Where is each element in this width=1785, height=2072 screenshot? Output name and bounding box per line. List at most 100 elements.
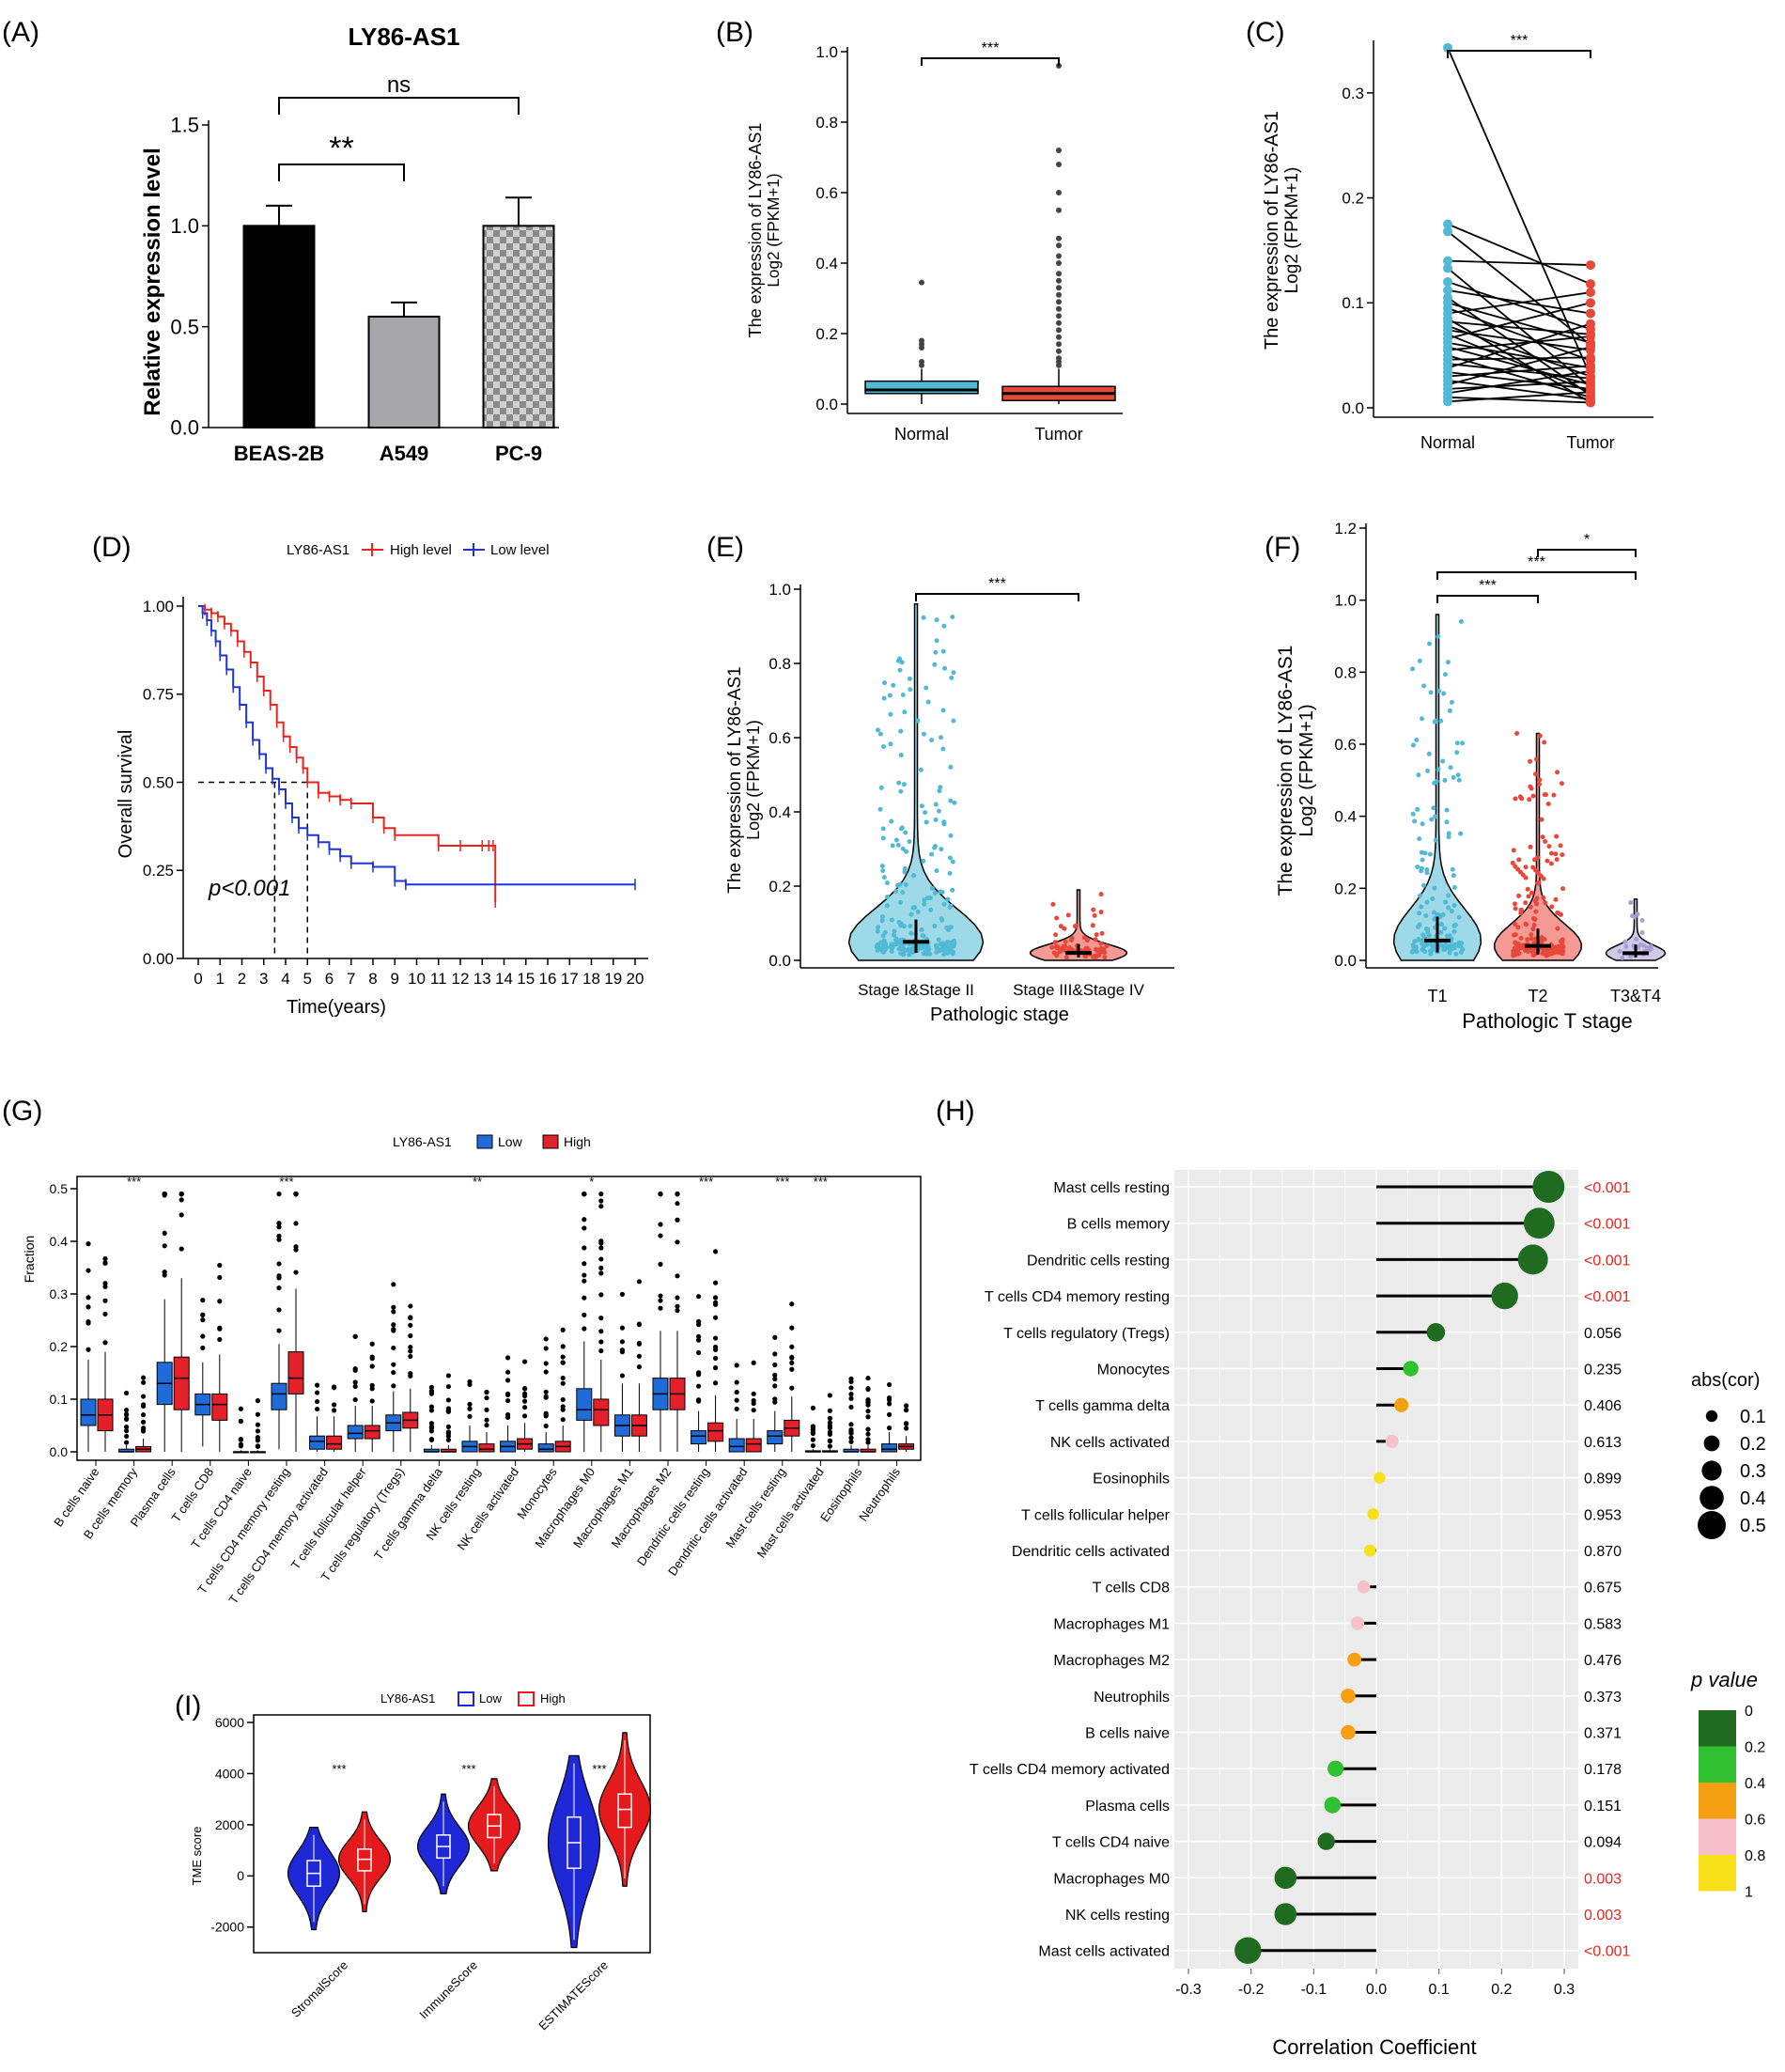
panel-e-point — [941, 623, 947, 629]
panel-g-y-tick-label: 0.0 — [50, 1444, 69, 1459]
panel-g-outlier — [865, 1414, 871, 1420]
panel-h-color-legend-label: 0 — [1745, 1704, 1753, 1720]
panel-h-dot — [1394, 1397, 1409, 1412]
panel-c-y-tick-label: 0.0 — [1342, 399, 1364, 417]
panel-f-point — [1524, 922, 1529, 927]
panel-e-point — [938, 785, 943, 790]
panel-f-point — [1412, 939, 1418, 944]
panel-e-point — [1058, 924, 1063, 929]
panel-i-y-tick-label: 4000 — [215, 1766, 244, 1781]
panel-label-h: (H) — [936, 1096, 975, 1127]
panel-g-outlier — [810, 1429, 816, 1435]
panel-label-d: (D) — [92, 532, 132, 563]
panel-e-point — [933, 649, 939, 655]
panel-h-x-tick-label: 0.1 — [1429, 1982, 1450, 1998]
panel-g-outlier — [217, 1336, 223, 1343]
panel-e-x-tick-label: Stage I&Stage II — [858, 981, 974, 999]
panel-e-point — [1062, 926, 1067, 931]
panel-c-y-tick-label: 0.3 — [1342, 85, 1364, 102]
panel-f-y-tick-label: 1.0 — [1334, 592, 1357, 610]
panel-g-outlier — [293, 1221, 299, 1226]
panel-g-outlier — [848, 1435, 854, 1441]
panel-h-dot — [1327, 1760, 1344, 1777]
panel-g-outlier — [582, 1217, 587, 1223]
panel-f-point — [1527, 797, 1532, 802]
panel-e-point — [934, 868, 939, 874]
panel-e-point — [948, 903, 954, 909]
panel-f-point — [1444, 807, 1450, 813]
panel-d-x-tick-label: 5 — [303, 970, 312, 988]
panel-f-point — [1617, 949, 1622, 955]
panel-g-x-tick-label: T cells follicular helper — [288, 1465, 369, 1572]
panel-f-point — [1410, 811, 1416, 817]
panel-g-outlier — [543, 1423, 549, 1429]
panel-e-point — [939, 916, 944, 922]
panel-g-outlier — [636, 1321, 643, 1327]
panel-g-outlier — [734, 1389, 739, 1395]
panel-f-point — [1511, 848, 1516, 853]
panel-f-point — [1448, 765, 1453, 771]
panel-e-point — [897, 899, 903, 905]
panel-e-point — [889, 917, 894, 923]
panel-e-point — [924, 895, 930, 900]
panel-f-point — [1530, 952, 1536, 958]
panel-g-outlier — [276, 1275, 282, 1281]
panel-g-outlier — [408, 1345, 413, 1350]
panel-h-row-label: NK cells activated — [1050, 1435, 1170, 1451]
panel-h-pvalue: 0.899 — [1584, 1472, 1622, 1488]
panel-b-outlier — [1056, 260, 1062, 266]
panel-h-dot — [1517, 1244, 1548, 1275]
panel-c-pair-line — [1447, 320, 1591, 335]
panel-h-size-legend-label: 0.4 — [1740, 1488, 1766, 1509]
panel-f-point — [1442, 777, 1448, 783]
panel-h-color-legend-label: 0.2 — [1745, 1740, 1765, 1756]
panel-f-violin — [1392, 614, 1482, 961]
panel-a-x-tick-label: A549 — [380, 442, 429, 465]
panel-i-y-tick-label: 0 — [237, 1868, 244, 1883]
panel-g-outlier — [865, 1386, 871, 1393]
panel-h-row-label: Dendritic cells activated — [1012, 1544, 1170, 1560]
panel-label-f: (F) — [1265, 532, 1300, 563]
panel-d-x-tick-label: 17 — [561, 970, 579, 988]
panel-g-outlier — [200, 1312, 206, 1317]
panel-g-box — [728, 1438, 745, 1453]
panel-e-point — [911, 873, 917, 879]
panel-e-point — [1091, 907, 1096, 912]
panel-g-outlier — [865, 1431, 871, 1437]
panel-f-point — [1548, 861, 1554, 866]
panel-g-box — [271, 1382, 287, 1410]
panel-b-box — [864, 380, 979, 395]
panel-c-pair-line — [1447, 291, 1591, 315]
panel-g-outlier — [391, 1282, 396, 1287]
panel-c-x-tick-label: Normal — [1420, 433, 1475, 452]
panel-f-point — [1452, 922, 1458, 927]
panel-e-violin — [847, 603, 985, 961]
panel-g-outlier — [178, 1246, 184, 1252]
panel-g-box — [80, 1398, 97, 1426]
panel-c-pair-line — [1447, 356, 1591, 361]
panel-e-point — [944, 925, 950, 930]
panel-d-y-tick-label: 0.25 — [143, 862, 174, 880]
panel-b-outlier — [1056, 313, 1062, 319]
panel-label-e: (E) — [706, 532, 744, 563]
panel-f-point — [1429, 817, 1435, 822]
panel-f-point — [1420, 941, 1425, 946]
panel-e-point — [890, 843, 895, 849]
panel-e-point — [899, 660, 905, 665]
panel-label-b: (B) — [716, 17, 753, 48]
panel-c-pair-line — [1447, 370, 1591, 395]
panel-f-point — [1444, 819, 1450, 825]
panel-f-x-tick-label: T3&T4 — [1610, 987, 1661, 1005]
panel-e-point — [881, 695, 887, 701]
panel-g-outlier — [848, 1426, 854, 1433]
panel-g-x-tick-label: Dendritic cells resting — [634, 1465, 712, 1568]
panel-h-dot — [1426, 1323, 1446, 1342]
panel-f-point — [1534, 756, 1540, 762]
panel-h-row-label: Mast cells resting — [1053, 1180, 1170, 1196]
panel-f-point — [1528, 758, 1533, 764]
panel-e-point — [950, 859, 955, 865]
panel-f-point — [1513, 940, 1518, 945]
panel-d-curve-low — [198, 605, 635, 886]
panel-g-outlier — [619, 1348, 626, 1353]
panel-f-point — [1458, 831, 1464, 836]
